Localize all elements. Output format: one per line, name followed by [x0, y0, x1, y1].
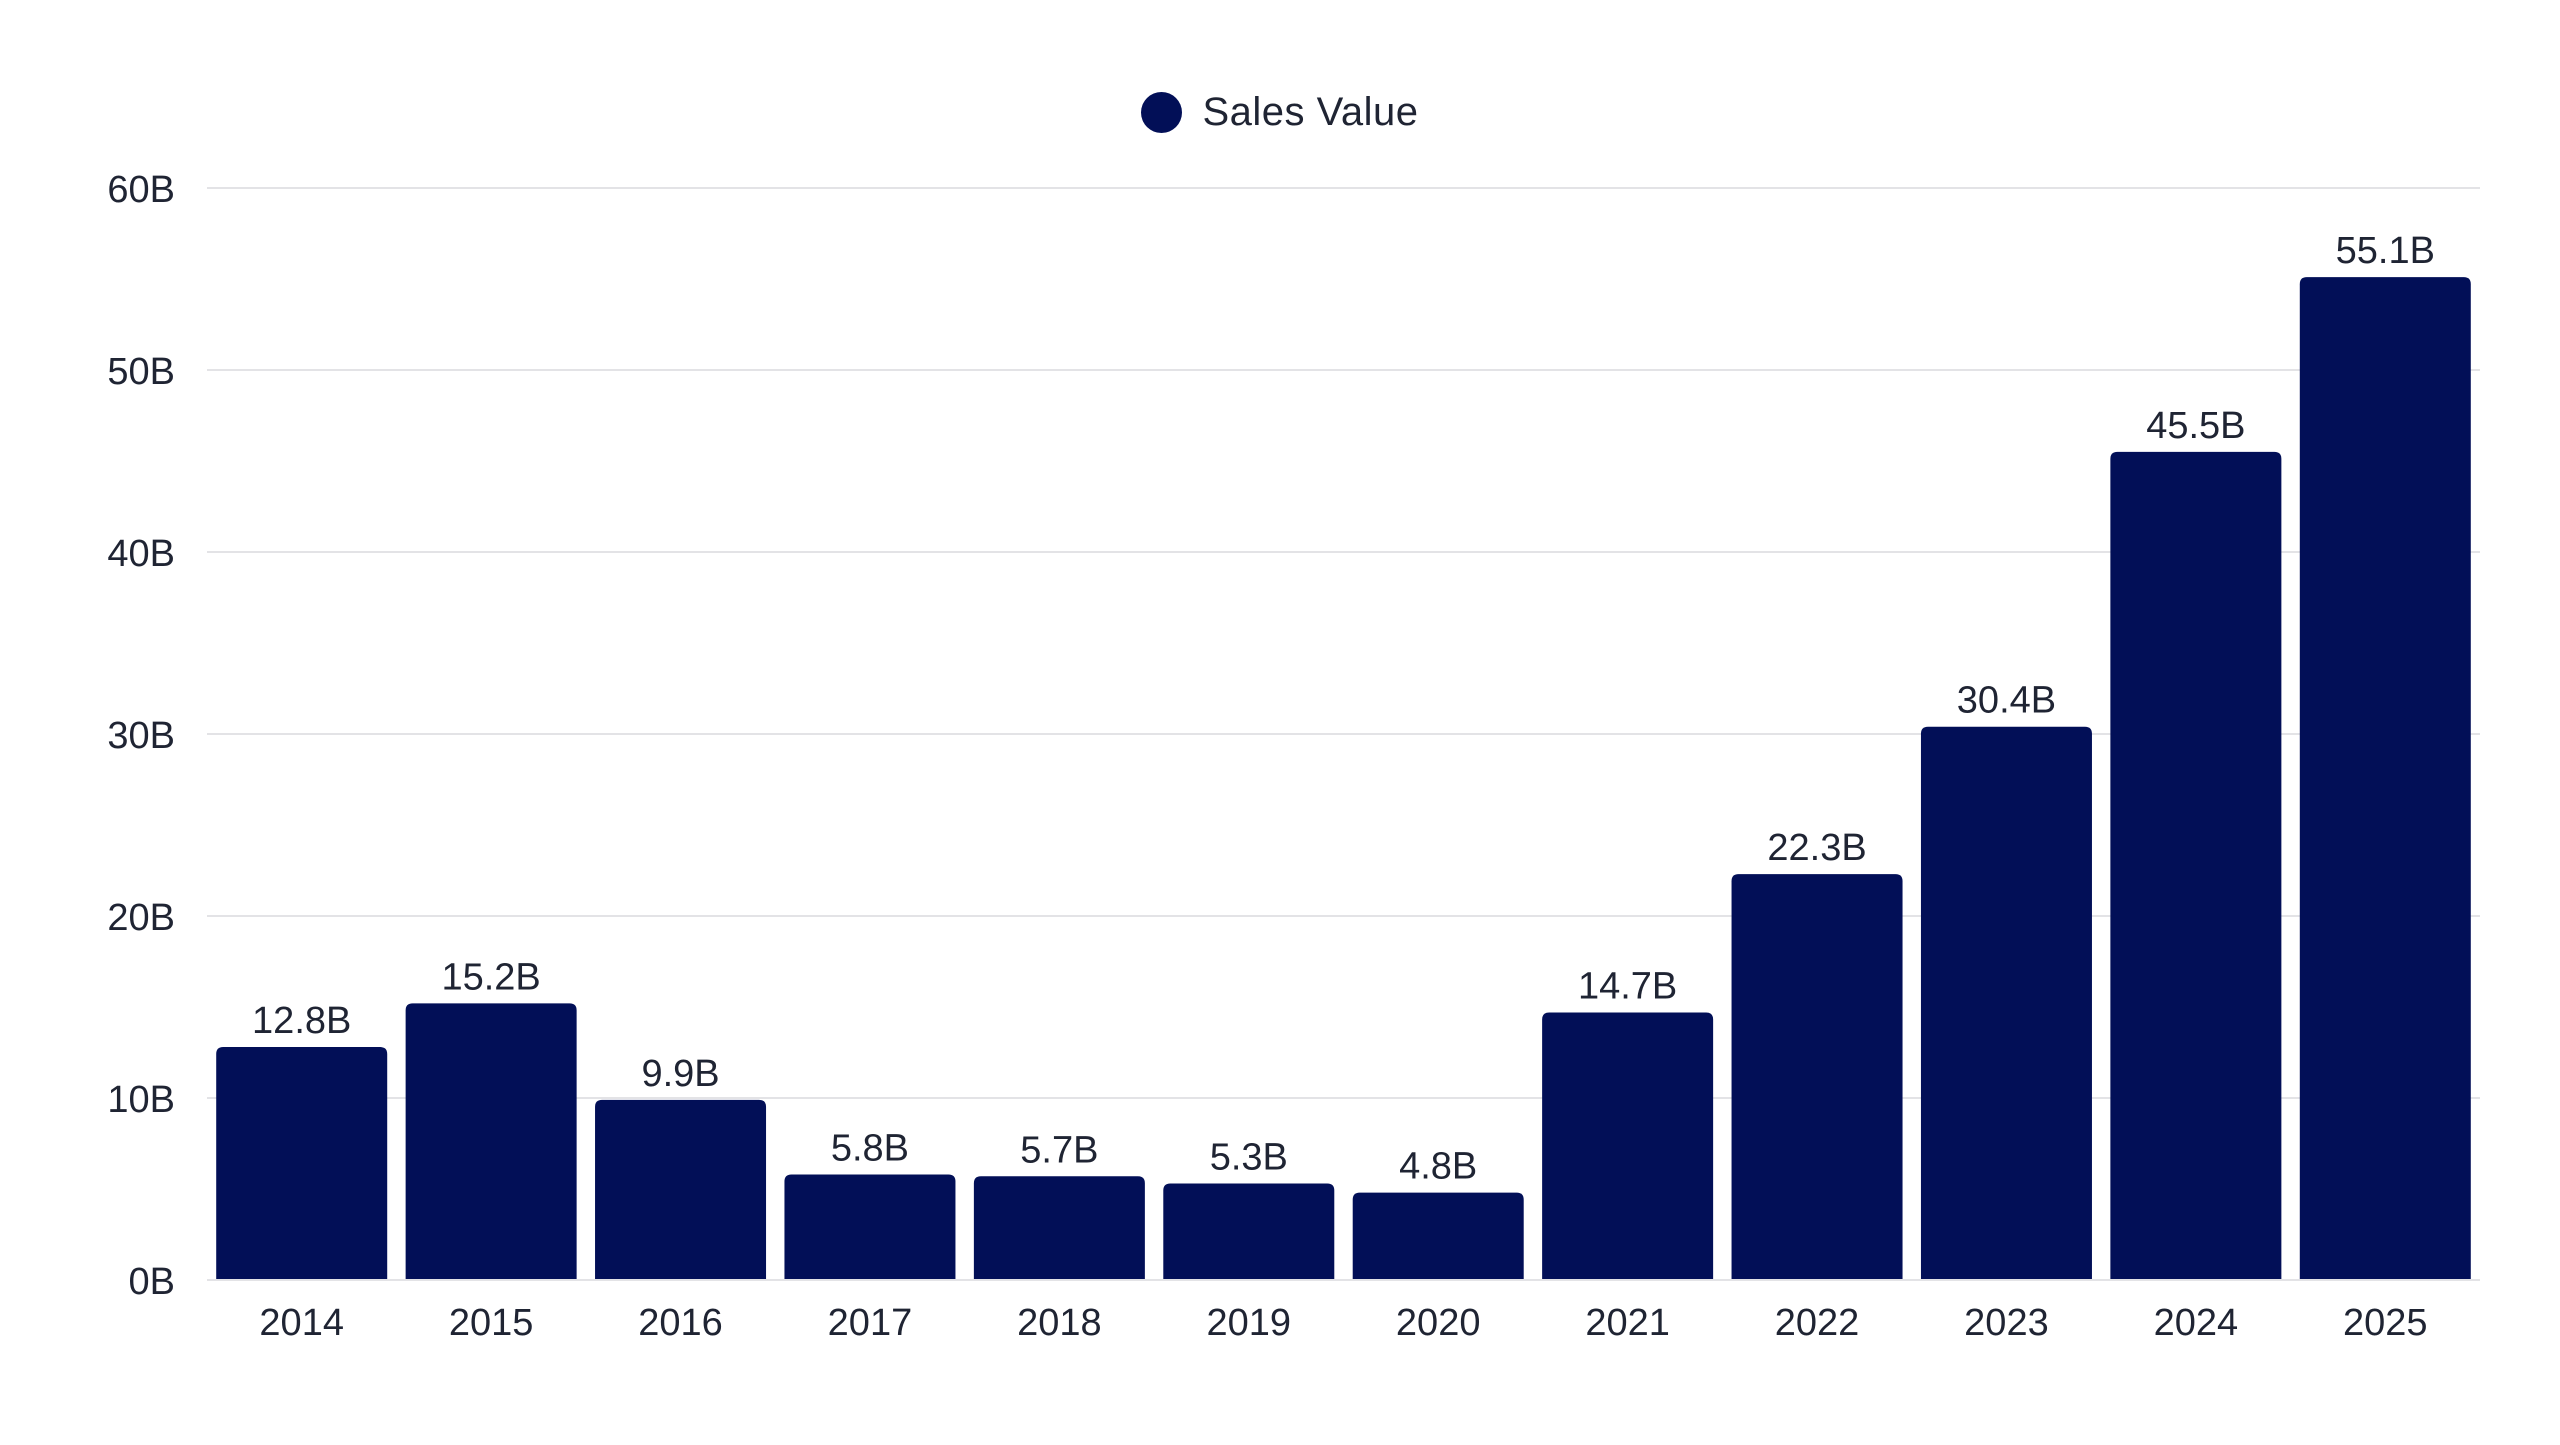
data-label-2020: 4.8B	[1399, 1146, 1477, 1188]
x-tick-label-2021: 2021	[1585, 1302, 1670, 1344]
data-label-2014: 12.8B	[252, 1000, 351, 1042]
legend-label-sales-value: Sales Value	[1202, 90, 1419, 134]
x-tick-label-2017: 2017	[828, 1302, 913, 1344]
legend-swatch-sales-value	[1141, 92, 1183, 133]
data-label-2024: 45.5B	[2146, 405, 2245, 447]
bar-2019	[1163, 1183, 1335, 1280]
gridlines	[207, 187, 2480, 1099]
bar-2018	[973, 1176, 1145, 1280]
bar-2021	[1542, 1012, 1714, 1280]
y-tick-label-30B: 30B	[107, 715, 175, 757]
data-label-2021: 14.7B	[1578, 965, 1677, 1007]
y-tick-label-0B: 0B	[129, 1261, 175, 1303]
x-axis-tick-labels: 2014 2015 2016 2017 2018 2019 2020 2021 2022 2023…	[259, 1302, 2427, 1344]
x-tick-label-2024: 2024	[2154, 1302, 2239, 1344]
x-tick-label-2015: 2015	[449, 1302, 534, 1344]
x-tick-label-2019: 2019	[1207, 1302, 1292, 1344]
data-label-2018: 5.7B	[1020, 1129, 1098, 1171]
bar-2025	[2299, 277, 2471, 1280]
data-label-2017: 5.8B	[831, 1127, 909, 1169]
bar-2015	[405, 1003, 577, 1280]
bar-2014	[216, 1047, 388, 1280]
data-label-2016: 9.9B	[641, 1053, 719, 1095]
x-tick-label-2023: 2023	[1964, 1302, 2049, 1344]
x-tick-label-2014: 2014	[259, 1302, 344, 1344]
bar-2017	[784, 1174, 956, 1280]
data-label-2025: 55.1B	[2336, 230, 2435, 272]
bar-2016	[595, 1099, 767, 1280]
bar-2020	[1352, 1192, 1524, 1280]
bar-2024	[2110, 451, 2282, 1280]
x-tick-label-2016: 2016	[638, 1302, 723, 1344]
y-tick-label-50B: 50B	[107, 351, 175, 393]
y-axis-tick-labels: 0B 10B 20B 30B 40B 50B 60B	[107, 169, 175, 1303]
bars	[216, 277, 2471, 1280]
y-tick-label-60B: 60B	[107, 169, 175, 211]
x-tick-label-2018: 2018	[1017, 1302, 1102, 1344]
y-tick-label-20B: 20B	[107, 897, 175, 939]
bar-data-labels: 12.8B 15.2B 9.9B 5.8B 5.7B 5.3B 4.8B 14.7B 22.3B…	[252, 230, 2435, 1187]
data-label-2019: 5.3B	[1210, 1137, 1288, 1179]
legend: Sales Value	[0, 90, 2560, 135]
data-label-2022: 22.3B	[1767, 827, 1866, 869]
y-tick-label-40B: 40B	[107, 533, 175, 575]
x-tick-label-2025: 2025	[2343, 1302, 2428, 1344]
y-tick-label-10B: 10B	[107, 1079, 175, 1121]
bar-2022	[1731, 874, 1903, 1280]
data-label-2023: 30.4B	[1957, 680, 2056, 722]
bar-2023	[1920, 726, 2092, 1280]
x-tick-label-2022: 2022	[1775, 1302, 1860, 1344]
data-label-2015: 15.2B	[441, 956, 540, 998]
x-tick-label-2020: 2020	[1396, 1302, 1481, 1344]
